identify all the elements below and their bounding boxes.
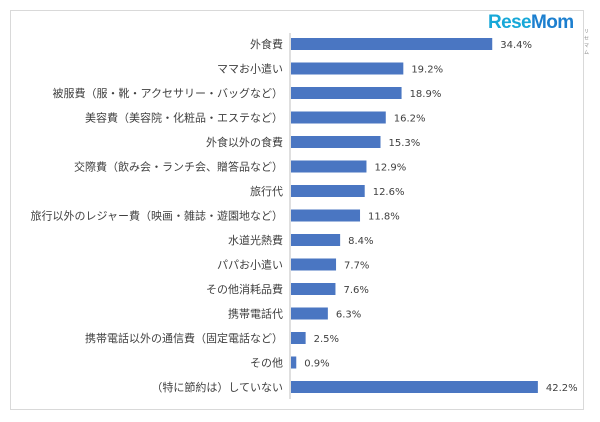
- category-label: 外食費: [250, 37, 283, 51]
- category-label: 被服費（服・靴・アクセサリー・バッグなど）: [53, 86, 283, 100]
- category-label: その他: [250, 357, 283, 370]
- category-label: ママお小遣い: [217, 62, 283, 76]
- category-label: パパお小遣い: [217, 258, 283, 272]
- value-label: 12.9%: [374, 163, 406, 174]
- value-label: 15.3%: [389, 138, 421, 149]
- logo-subtext: リセマム: [584, 29, 589, 56]
- bar: [291, 356, 297, 369]
- bar: [291, 209, 361, 222]
- value-label: 8.4%: [348, 236, 373, 247]
- value-label: 7.7%: [344, 261, 369, 272]
- bar: [291, 38, 493, 50]
- value-label: 11.8%: [368, 212, 400, 223]
- value-label: 42.2%: [546, 383, 578, 394]
- value-label: 34.4%: [500, 40, 532, 51]
- resemom-logo: ReseMom リセマム: [488, 12, 589, 56]
- category-label: 美容費（美容院・化粧品・エステなど）: [85, 111, 283, 125]
- category-label: 携帯電話以外の通信費（固定電話など）: [85, 331, 283, 345]
- category-label: 水道光熱費: [228, 233, 283, 247]
- category-label: 旅行以外のレジャー費（映画・雑誌・遊園地など）: [31, 209, 283, 223]
- bar: [291, 111, 386, 124]
- category-label: 交際費（飲み会・ランチ会、贈答品など）: [74, 160, 283, 174]
- bar: [291, 136, 381, 148]
- bar: [291, 332, 306, 344]
- bar: [291, 87, 402, 99]
- bar: [291, 381, 538, 393]
- bar: [291, 283, 336, 295]
- value-label: 18.9%: [410, 89, 442, 100]
- value-label: 6.3%: [336, 310, 361, 321]
- bar: [291, 62, 404, 75]
- bar: [291, 307, 328, 320]
- value-label: 16.2%: [394, 114, 426, 125]
- value-label: 7.6%: [343, 285, 368, 296]
- category-label: （特に節約は）していない: [151, 380, 283, 394]
- bar: [291, 234, 341, 246]
- logo-text-mom: Mom: [531, 12, 574, 33]
- category-label: その他消耗品費: [206, 282, 283, 296]
- bar: [291, 258, 337, 271]
- value-label: 12.6%: [373, 187, 405, 198]
- bar: [291, 185, 365, 197]
- value-label: 19.2%: [411, 65, 443, 76]
- category-label: 外食以外の食費: [206, 135, 283, 149]
- logo-text-rese: Rese: [488, 12, 532, 33]
- bars-group: 外食費 34.4% ママお小遣い 19.2% 被服費（服・靴・アクセサリー・バッグなど）…: [31, 37, 578, 394]
- value-label: 2.5%: [314, 334, 339, 345]
- bar: [291, 160, 367, 173]
- value-label: 0.9%: [304, 359, 329, 370]
- category-label: 旅行代: [250, 184, 283, 198]
- category-label: 携帯電話代: [228, 307, 283, 321]
